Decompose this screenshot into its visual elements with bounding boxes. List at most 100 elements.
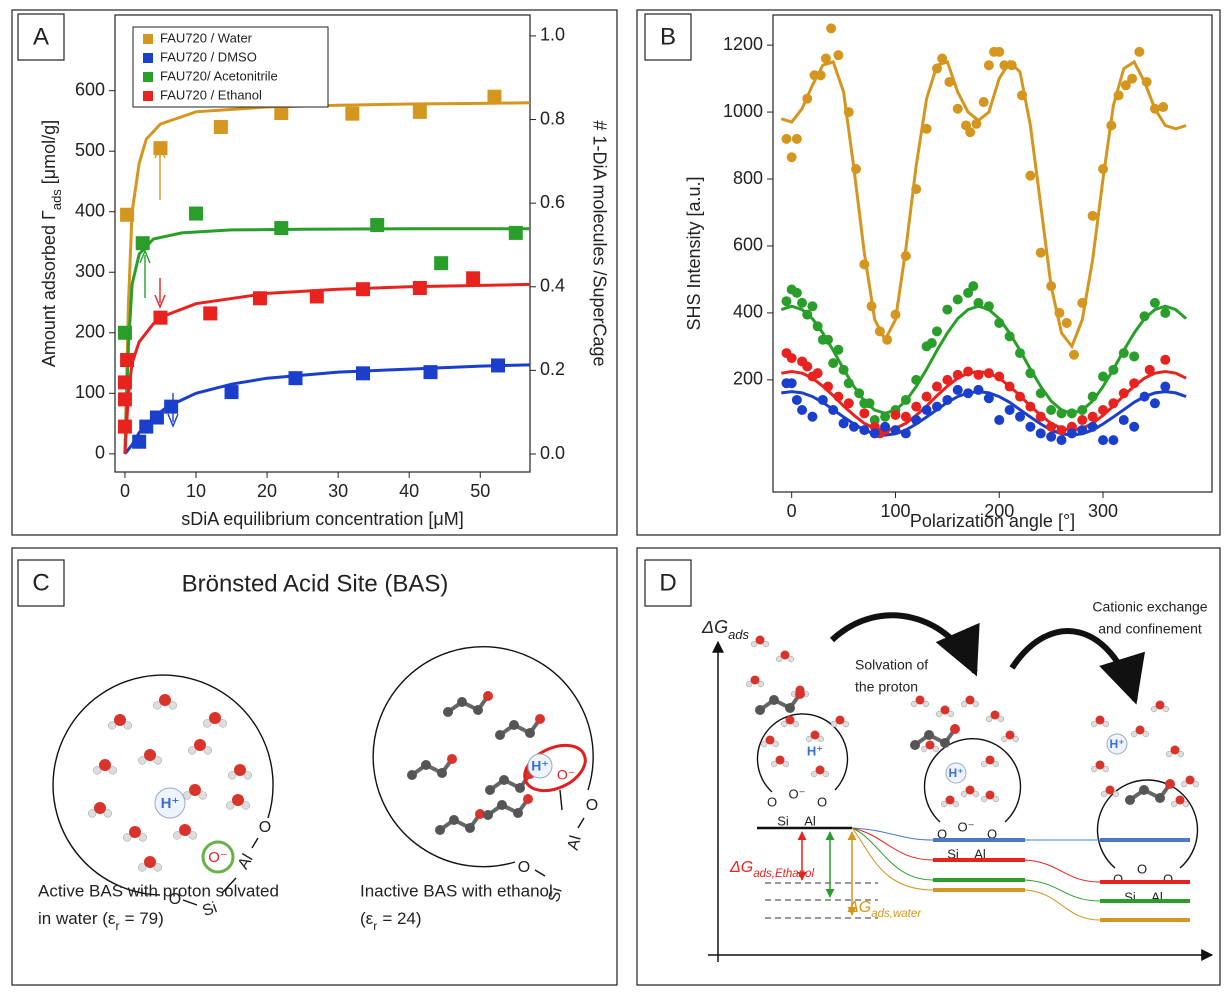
- carbon: [435, 825, 445, 835]
- step-text: and confinement: [1098, 621, 1202, 637]
- oxygen-atom: [815, 765, 825, 775]
- x-tick-label: 40: [399, 481, 419, 501]
- point: [999, 60, 1010, 71]
- point: [1127, 73, 1138, 84]
- point: [797, 297, 808, 308]
- y-tick-label: 100: [75, 382, 105, 402]
- point: [786, 152, 797, 163]
- y2-tick-label: 0.8: [540, 108, 565, 128]
- point: [786, 378, 797, 389]
- hydrogen: [226, 801, 235, 810]
- atom: O⁻: [789, 786, 806, 801]
- hydrogen: [1142, 730, 1150, 738]
- cage: [372, 646, 594, 868]
- point: [189, 206, 204, 221]
- hydrogen: [1192, 780, 1200, 788]
- oxygen-atom: [1165, 779, 1175, 789]
- legend-label: FAU720 / Ethanol: [160, 87, 262, 102]
- subscript: ads,water: [871, 908, 922, 920]
- hydrogen: [138, 756, 147, 765]
- point: [838, 418, 849, 429]
- point: [1056, 408, 1067, 419]
- x-tick-label: 0: [120, 481, 130, 501]
- hydrogen: [1012, 735, 1020, 743]
- point: [983, 301, 994, 312]
- x-tick-label: 30: [328, 481, 348, 501]
- point: [117, 325, 132, 340]
- hydrogen: [203, 746, 212, 755]
- point: [466, 271, 481, 286]
- x-tick-label: 200: [984, 501, 1014, 521]
- point: [135, 236, 150, 251]
- point: [1035, 247, 1046, 258]
- point: [1113, 90, 1124, 101]
- point: [153, 141, 168, 156]
- oxygen-atom: [1005, 730, 1015, 740]
- oxygen-atom: [950, 724, 960, 734]
- point: [786, 353, 797, 364]
- point: [942, 374, 953, 385]
- oxygen-atom: [750, 675, 760, 685]
- point: [994, 46, 1005, 57]
- point: [931, 326, 942, 337]
- point: [859, 425, 870, 436]
- legend-swatch: [143, 34, 153, 44]
- hydrogen: [1130, 730, 1138, 738]
- point: [1077, 425, 1088, 436]
- hydrogen: [1102, 765, 1110, 773]
- point: [828, 404, 839, 415]
- point: [1046, 404, 1057, 415]
- point: [900, 394, 911, 405]
- oxygen-atom: [179, 824, 191, 836]
- point: [1046, 421, 1057, 432]
- cage: [52, 674, 274, 896]
- y2-tick-label: 0.0: [540, 443, 565, 463]
- hydrogen: [93, 766, 102, 775]
- panel-letter: C: [32, 569, 49, 596]
- hydrogen: [830, 720, 838, 728]
- step-arrow: [1009, 628, 1145, 705]
- x-tick-label: 100: [880, 501, 910, 521]
- hydrogen: [188, 831, 197, 840]
- hydrogen: [188, 746, 197, 755]
- point: [823, 334, 834, 345]
- letter-box: [644, 559, 692, 607]
- x-axis-label: sDiA equilibrium concentration [μM]: [181, 509, 464, 529]
- cage: [923, 737, 1022, 823]
- hydrogen: [775, 655, 783, 663]
- hydrogen: [1090, 765, 1098, 773]
- point: [117, 419, 132, 434]
- hydrogen: [997, 715, 1005, 723]
- hydrogen: [750, 640, 758, 648]
- hydrogen: [1162, 705, 1170, 713]
- point: [1004, 381, 1015, 392]
- point: [1025, 368, 1036, 379]
- oxygen-atom: [447, 754, 457, 764]
- point: [1149, 297, 1160, 308]
- atom: O: [1137, 861, 1147, 876]
- point: [1004, 404, 1015, 415]
- oxygen-atom: [755, 635, 765, 645]
- point: [900, 251, 911, 262]
- bond: [486, 797, 530, 817]
- point: [1118, 415, 1129, 426]
- point: [781, 133, 792, 144]
- hydrogen: [198, 791, 207, 800]
- oxygen-atom: [144, 749, 156, 761]
- point: [781, 296, 792, 307]
- point: [1129, 378, 1140, 389]
- point: [978, 97, 989, 108]
- point: [900, 428, 911, 439]
- point: [838, 364, 849, 375]
- hydrogen: [1170, 800, 1178, 808]
- atom: O: [1113, 871, 1123, 886]
- y2-tick-label: 1.0: [540, 25, 565, 45]
- oxygen-atom: [1105, 785, 1115, 795]
- axis-label: ΔGads: [701, 617, 749, 642]
- point: [1134, 46, 1145, 57]
- point: [1149, 398, 1160, 409]
- point: [880, 421, 891, 432]
- panel-d: ΔGads Solvation of the proton Cationic e…: [701, 599, 1214, 962]
- oxygen-atom: [159, 694, 171, 706]
